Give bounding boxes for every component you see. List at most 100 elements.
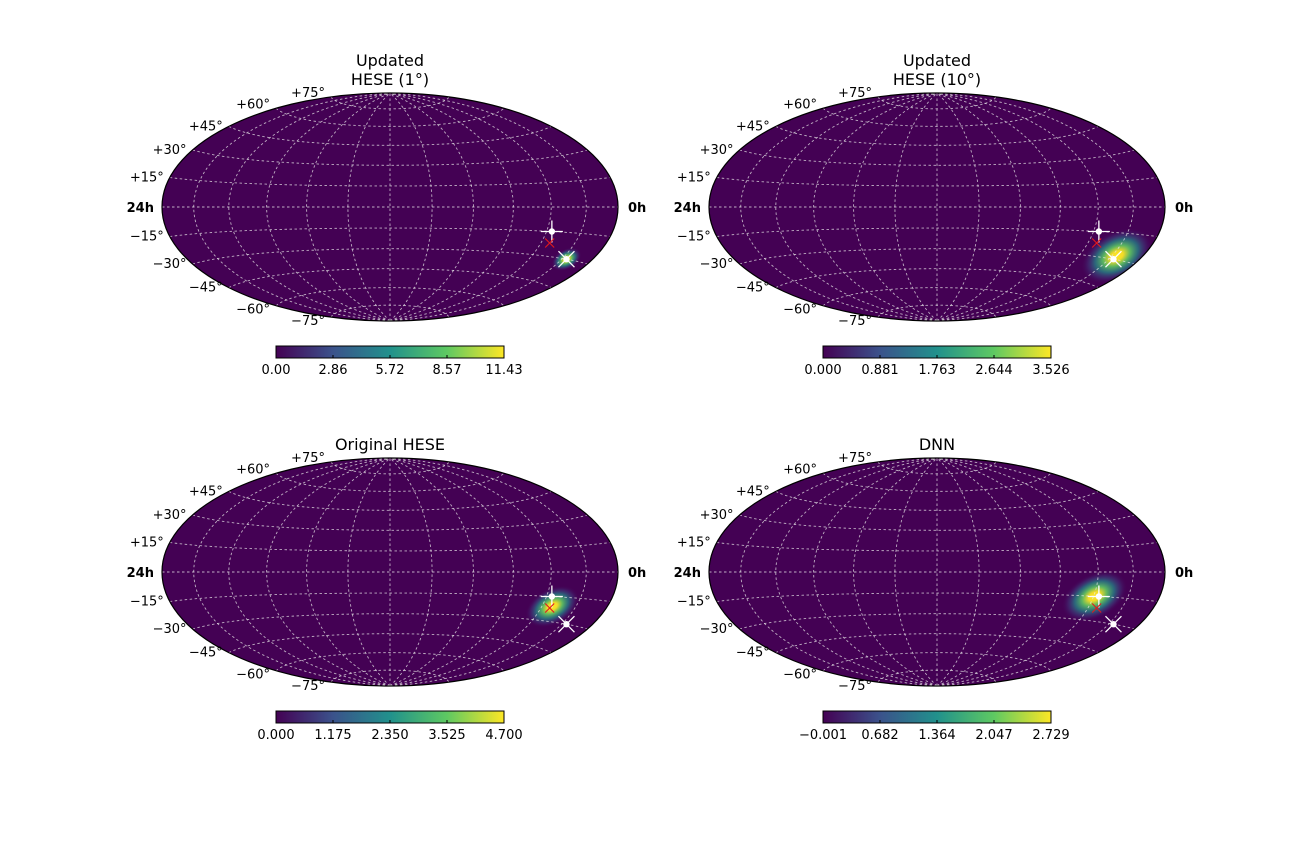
ra-label-left: 24h	[127, 566, 154, 581]
dec-label-75: +75°	[838, 451, 872, 466]
dec-label-30: +30°	[700, 508, 734, 523]
gridline-ra	[936, 93, 1134, 321]
gridline-ra	[936, 458, 1134, 686]
best-fit-marker	[557, 615, 575, 633]
ra-label-left: 24h	[127, 201, 154, 216]
dec-label-30: +30°	[153, 143, 187, 158]
dec-label-30: −30°	[153, 257, 187, 272]
dec-label-45: −45°	[189, 646, 223, 661]
gridline-ra	[389, 458, 587, 686]
gridline-ra	[936, 458, 1099, 686]
colorbar-tick-label: 1.175	[314, 728, 351, 743]
dec-label-45: −45°	[736, 646, 770, 661]
gridline-ra	[306, 458, 391, 686]
dec-label-60: −60°	[236, 668, 270, 683]
dec-label-60: +60°	[236, 462, 270, 477]
gridline-ra	[740, 458, 938, 686]
best-fit-marker	[1104, 250, 1122, 268]
best-fit-marker	[1104, 615, 1122, 633]
dec-label-45: +45°	[189, 484, 223, 499]
dec-label-15: −15°	[130, 230, 164, 245]
ra-label-right: 0h	[628, 566, 646, 581]
colorbar-tick-label: 2.644	[975, 363, 1012, 378]
dec-label-60: +60°	[783, 97, 817, 112]
reference-marker	[540, 220, 563, 243]
gridline-dec	[822, 107, 1052, 127]
panel-title-line-1: DNN	[919, 435, 955, 454]
colorbar-tick-label: 0.00	[262, 363, 291, 378]
gridline-ra	[813, 458, 938, 686]
colorbar-tick-label: 2.350	[371, 728, 408, 743]
colorbar-tick-label: 1.763	[918, 363, 955, 378]
dec-label-75: −75°	[291, 314, 325, 329]
sky-outline	[708, 92, 1166, 322]
gridline-dec	[275, 107, 505, 127]
gridline-ra	[389, 93, 552, 321]
skymap-panel-4: +75° +60° +45°+30° +15° −15° −30°−45° −60° −75°…	[674, 435, 1194, 743]
gridline-ra	[389, 458, 552, 686]
sky-outline	[708, 457, 1166, 687]
panel-title-line-2: HESE (10°)	[893, 70, 981, 89]
sky-background	[162, 458, 618, 686]
colorbar-tick-label: 0.000	[804, 363, 841, 378]
skymap-panel-3: +75° +60° +45°+30° +15° −15° −30°−45° −60° −75°…	[127, 435, 647, 743]
sky-background	[162, 93, 618, 321]
dec-label-75: −75°	[838, 679, 872, 694]
gridline-ra	[389, 93, 433, 321]
dec-label-75: +75°	[838, 86, 872, 101]
panel-title-line-1: Updated	[903, 51, 971, 70]
dec-label-15: −15°	[677, 595, 711, 610]
dec-label-30: −30°	[153, 622, 187, 637]
reference-marker	[540, 585, 563, 608]
best-fit-marker	[557, 250, 575, 268]
panel-title-line-2: HESE (1°)	[351, 70, 429, 89]
graticule	[709, 458, 1165, 686]
gridline-ra	[193, 458, 391, 686]
gridline-dec	[275, 472, 505, 492]
gridline-ra	[775, 93, 938, 321]
dec-label-45: +45°	[189, 119, 223, 134]
gridline-ra	[936, 458, 1021, 686]
dec-label-30: −30°	[700, 257, 734, 272]
gridline-ra	[389, 93, 587, 321]
gridline-ra	[894, 458, 938, 686]
dec-label-30: +30°	[153, 508, 187, 523]
graticule	[709, 93, 1165, 321]
panel-title-line-1: Updated	[356, 51, 424, 70]
gridline-ra	[853, 93, 938, 321]
ra-label-right: 0h	[1175, 566, 1193, 581]
dec-label-60: −60°	[783, 303, 817, 318]
sky-background	[709, 458, 1165, 686]
gridline-ra	[853, 458, 938, 686]
colorbar-tick-label: 11.43	[485, 363, 522, 378]
dec-label-75: +75°	[291, 451, 325, 466]
gridline-ra	[228, 93, 391, 321]
true-direction-marker	[1091, 603, 1102, 613]
colorbar-tick-label: −0.001	[799, 728, 847, 743]
colorbar-tick-label: 0.682	[861, 728, 898, 743]
gridline-ra	[347, 93, 391, 321]
true-direction-marker	[544, 603, 555, 613]
gridline-ra	[266, 93, 391, 321]
dec-label-60: −60°	[783, 668, 817, 683]
gridline-ra	[936, 93, 1099, 321]
graticule	[162, 93, 618, 321]
true-direction-marker	[1091, 238, 1102, 248]
gridline-ra	[347, 458, 391, 686]
colorbar-tick-label: 2.86	[319, 363, 348, 378]
gridline-ra	[775, 458, 938, 686]
dec-label-60: +60°	[236, 97, 270, 112]
gridline-ra	[389, 458, 433, 686]
gridline-ra	[193, 93, 391, 321]
panel-title-line-1: Original HESE	[335, 435, 445, 454]
gridline-ra	[894, 93, 938, 321]
dec-label-15: −15°	[130, 595, 164, 610]
reference-marker	[1087, 220, 1110, 243]
true-direction-marker	[544, 238, 555, 248]
dec-label-75: −75°	[838, 314, 872, 329]
dec-label-15: +15°	[677, 535, 711, 550]
dec-label-30: −30°	[700, 622, 734, 637]
gridline-ra	[936, 93, 1021, 321]
gridline-ra	[266, 458, 391, 686]
